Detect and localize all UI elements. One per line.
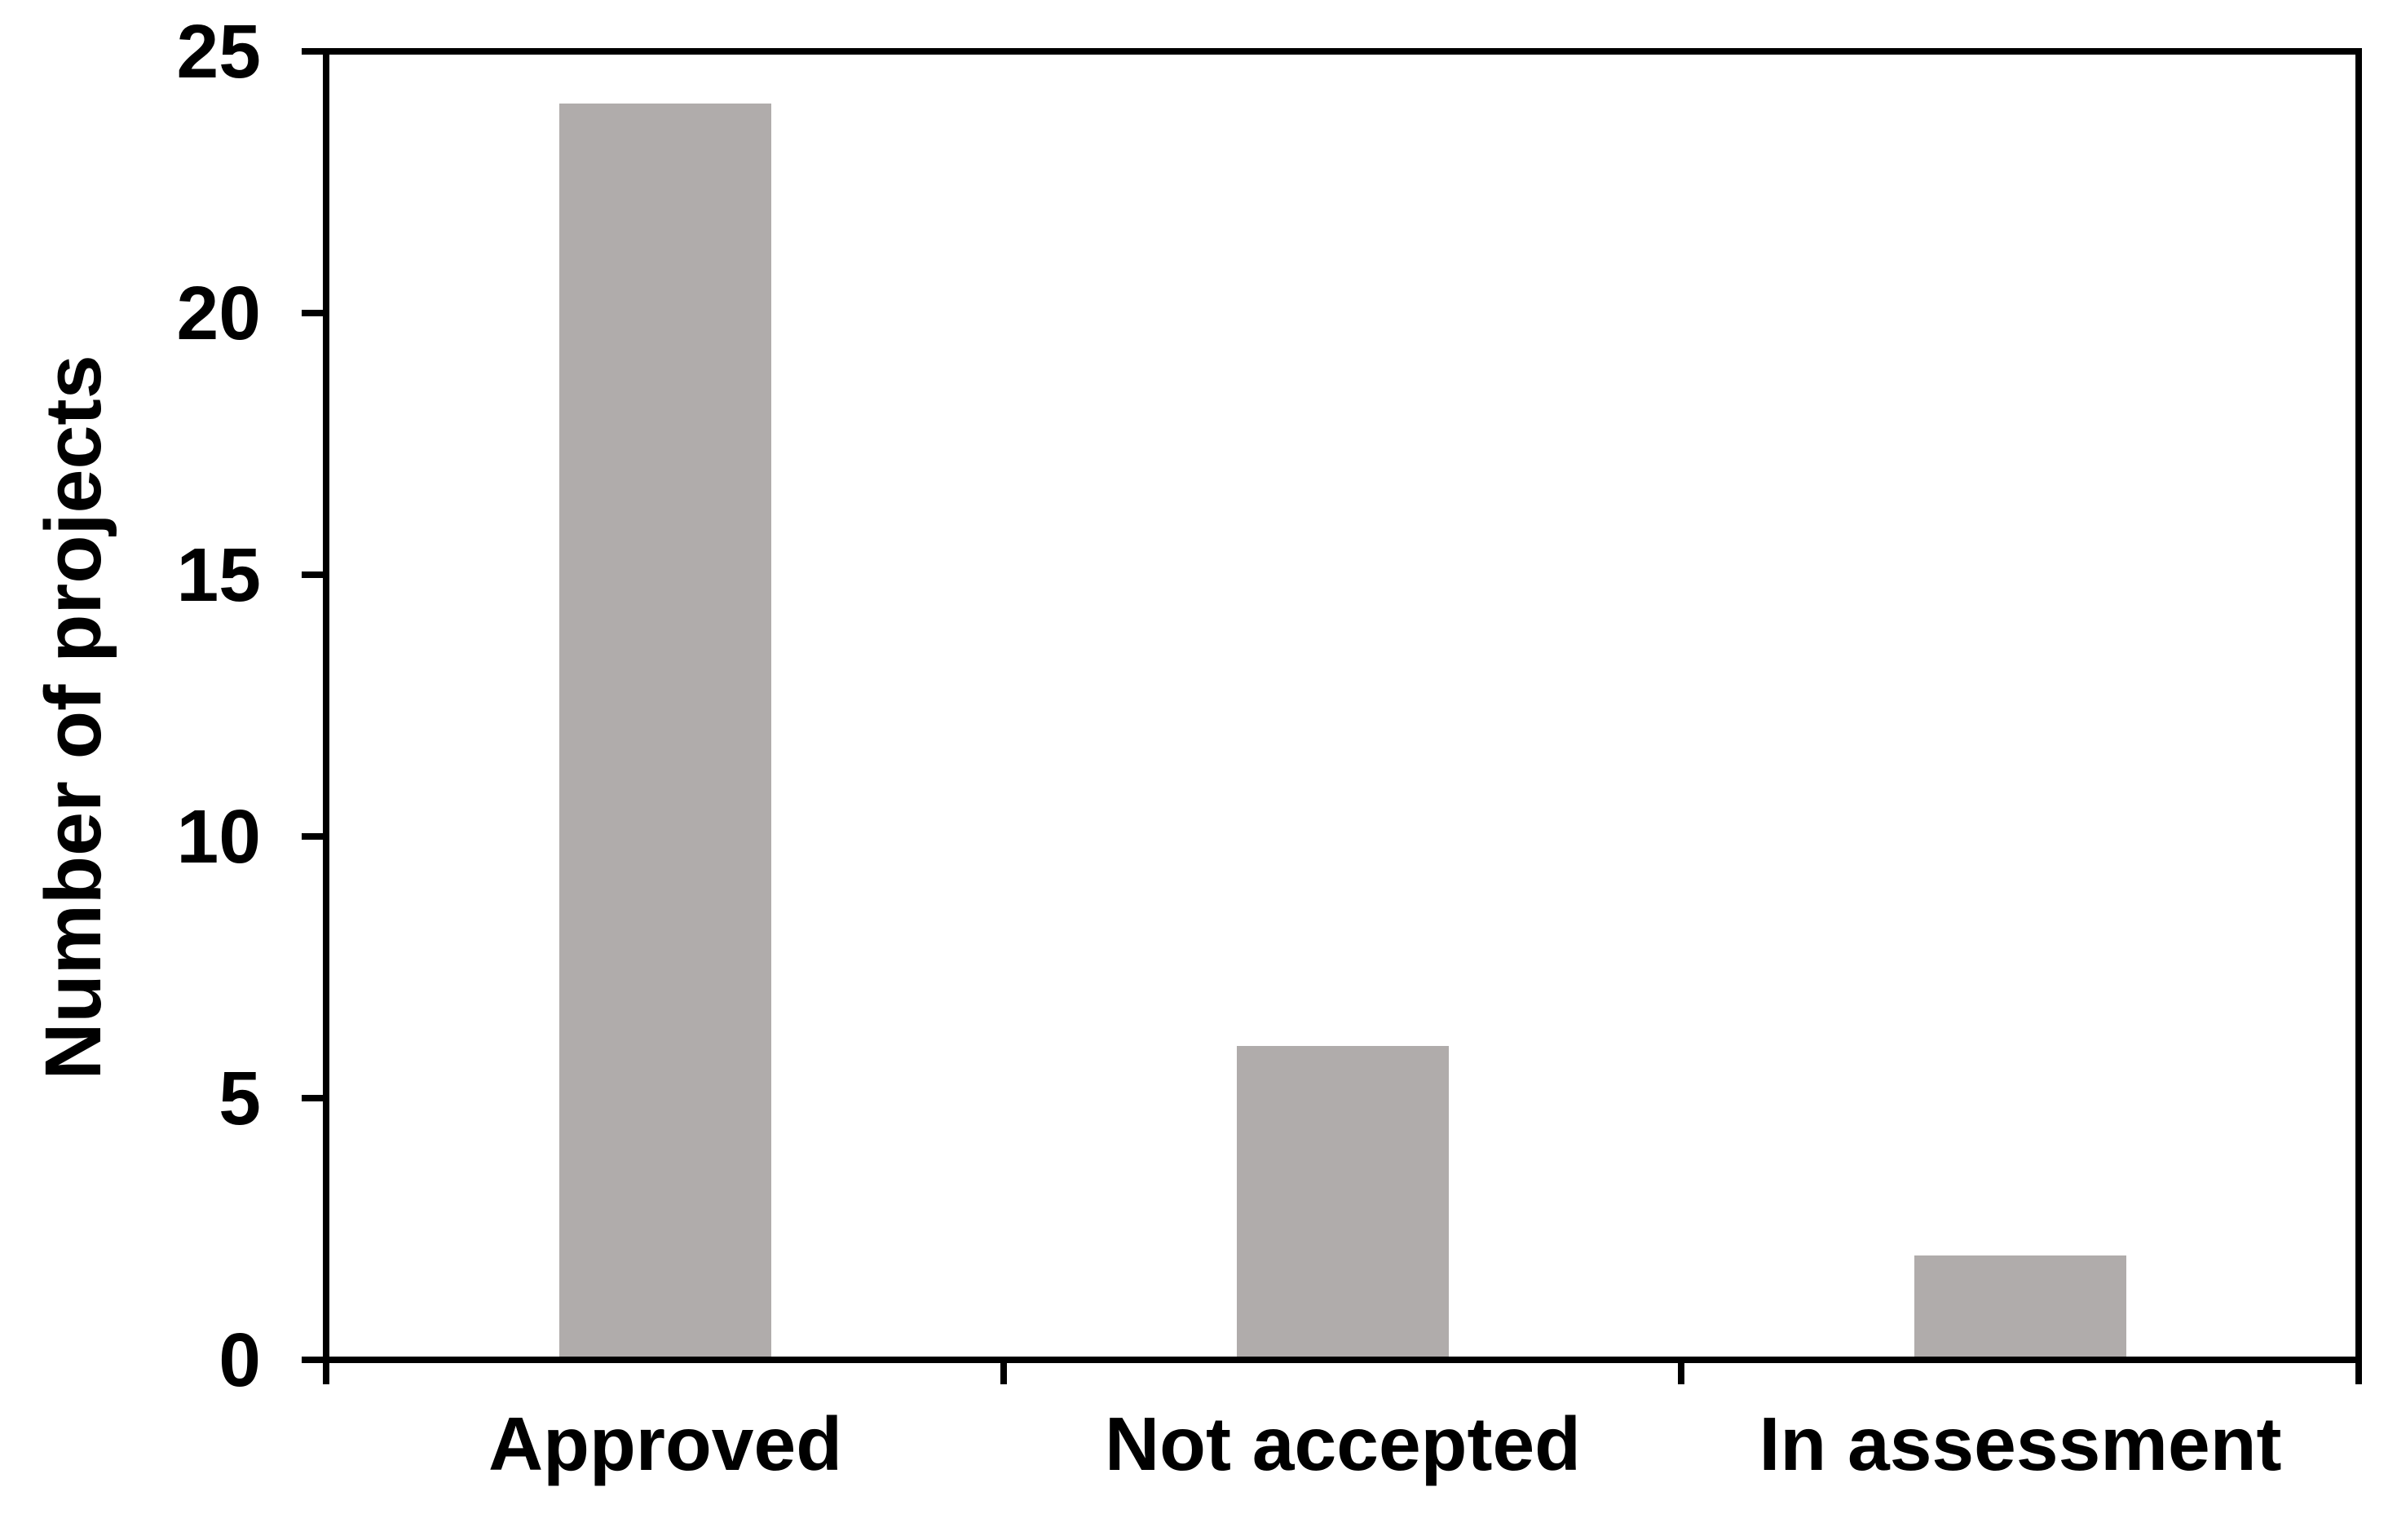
y-tick-label: 20 <box>176 271 261 355</box>
x-axis-tick <box>1678 1363 1684 1384</box>
y-tick-label: 10 <box>176 794 261 879</box>
y-axis-tick <box>302 48 326 55</box>
x-category-label: In assessment <box>1759 1401 2282 1486</box>
x-category-label: Approved <box>488 1401 843 1486</box>
y-axis-tick <box>302 1095 326 1101</box>
bar-in-assessment <box>1914 1255 2126 1360</box>
y-axis-tick <box>302 310 326 316</box>
x-axis-tick <box>323 1363 329 1384</box>
y-axis-tick <box>302 833 326 840</box>
x-category-label: Not accepted <box>1105 1401 1581 1486</box>
y-axis-tick <box>302 571 326 578</box>
y-tick-label: 0 <box>219 1317 261 1402</box>
y-tick-label: 5 <box>219 1056 261 1141</box>
bar-approved <box>559 104 771 1360</box>
bar-not-accepted <box>1237 1046 1449 1360</box>
x-axis-tick <box>2355 1363 2362 1384</box>
y-tick-label: 25 <box>176 9 261 94</box>
y-axis-tick <box>302 1357 326 1363</box>
y-tick-label: 15 <box>176 532 261 617</box>
x-axis-tick <box>1000 1363 1007 1384</box>
y-axis-title: Number of projects <box>29 355 117 1080</box>
